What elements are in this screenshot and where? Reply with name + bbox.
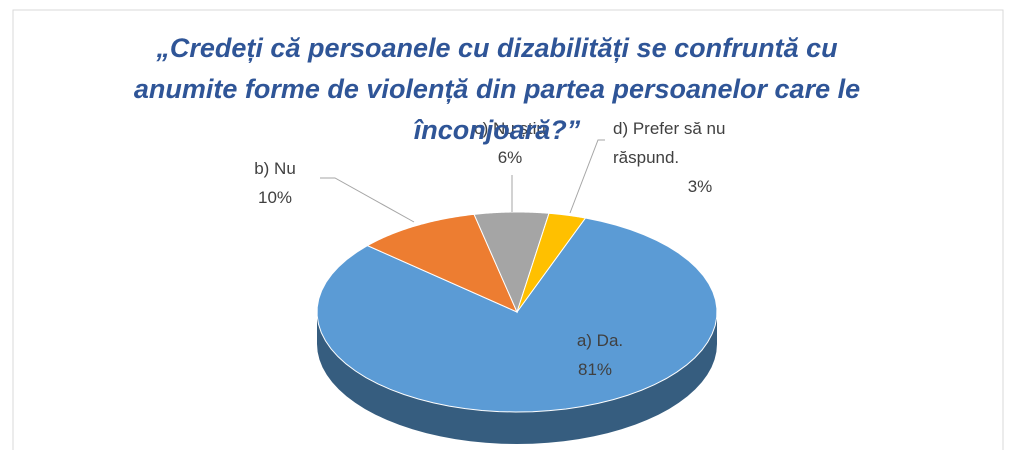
slice-side [317,312,717,444]
slice-label: d) Prefer să nu răspund. [613,119,726,167]
slice-value-label: 3% [687,177,713,196]
slice [473,211,550,314]
chart-frame [12,9,1004,450]
slice-label: b) Nu [254,159,296,178]
chart-title: „Credeți că persoanele cu dizabilități s… [133,33,861,145]
slice [316,217,718,413]
slice-value-label: 81% [577,360,613,379]
slice-label: a) Da. [576,331,624,350]
slice-value-label: 10% [257,188,293,207]
slice-label: c) Nu știu [474,119,546,138]
slice [516,212,587,313]
slice [366,213,518,313]
leader-line [569,139,605,214]
leader-line [320,177,415,223]
slice-value-label: 6% [497,148,523,167]
